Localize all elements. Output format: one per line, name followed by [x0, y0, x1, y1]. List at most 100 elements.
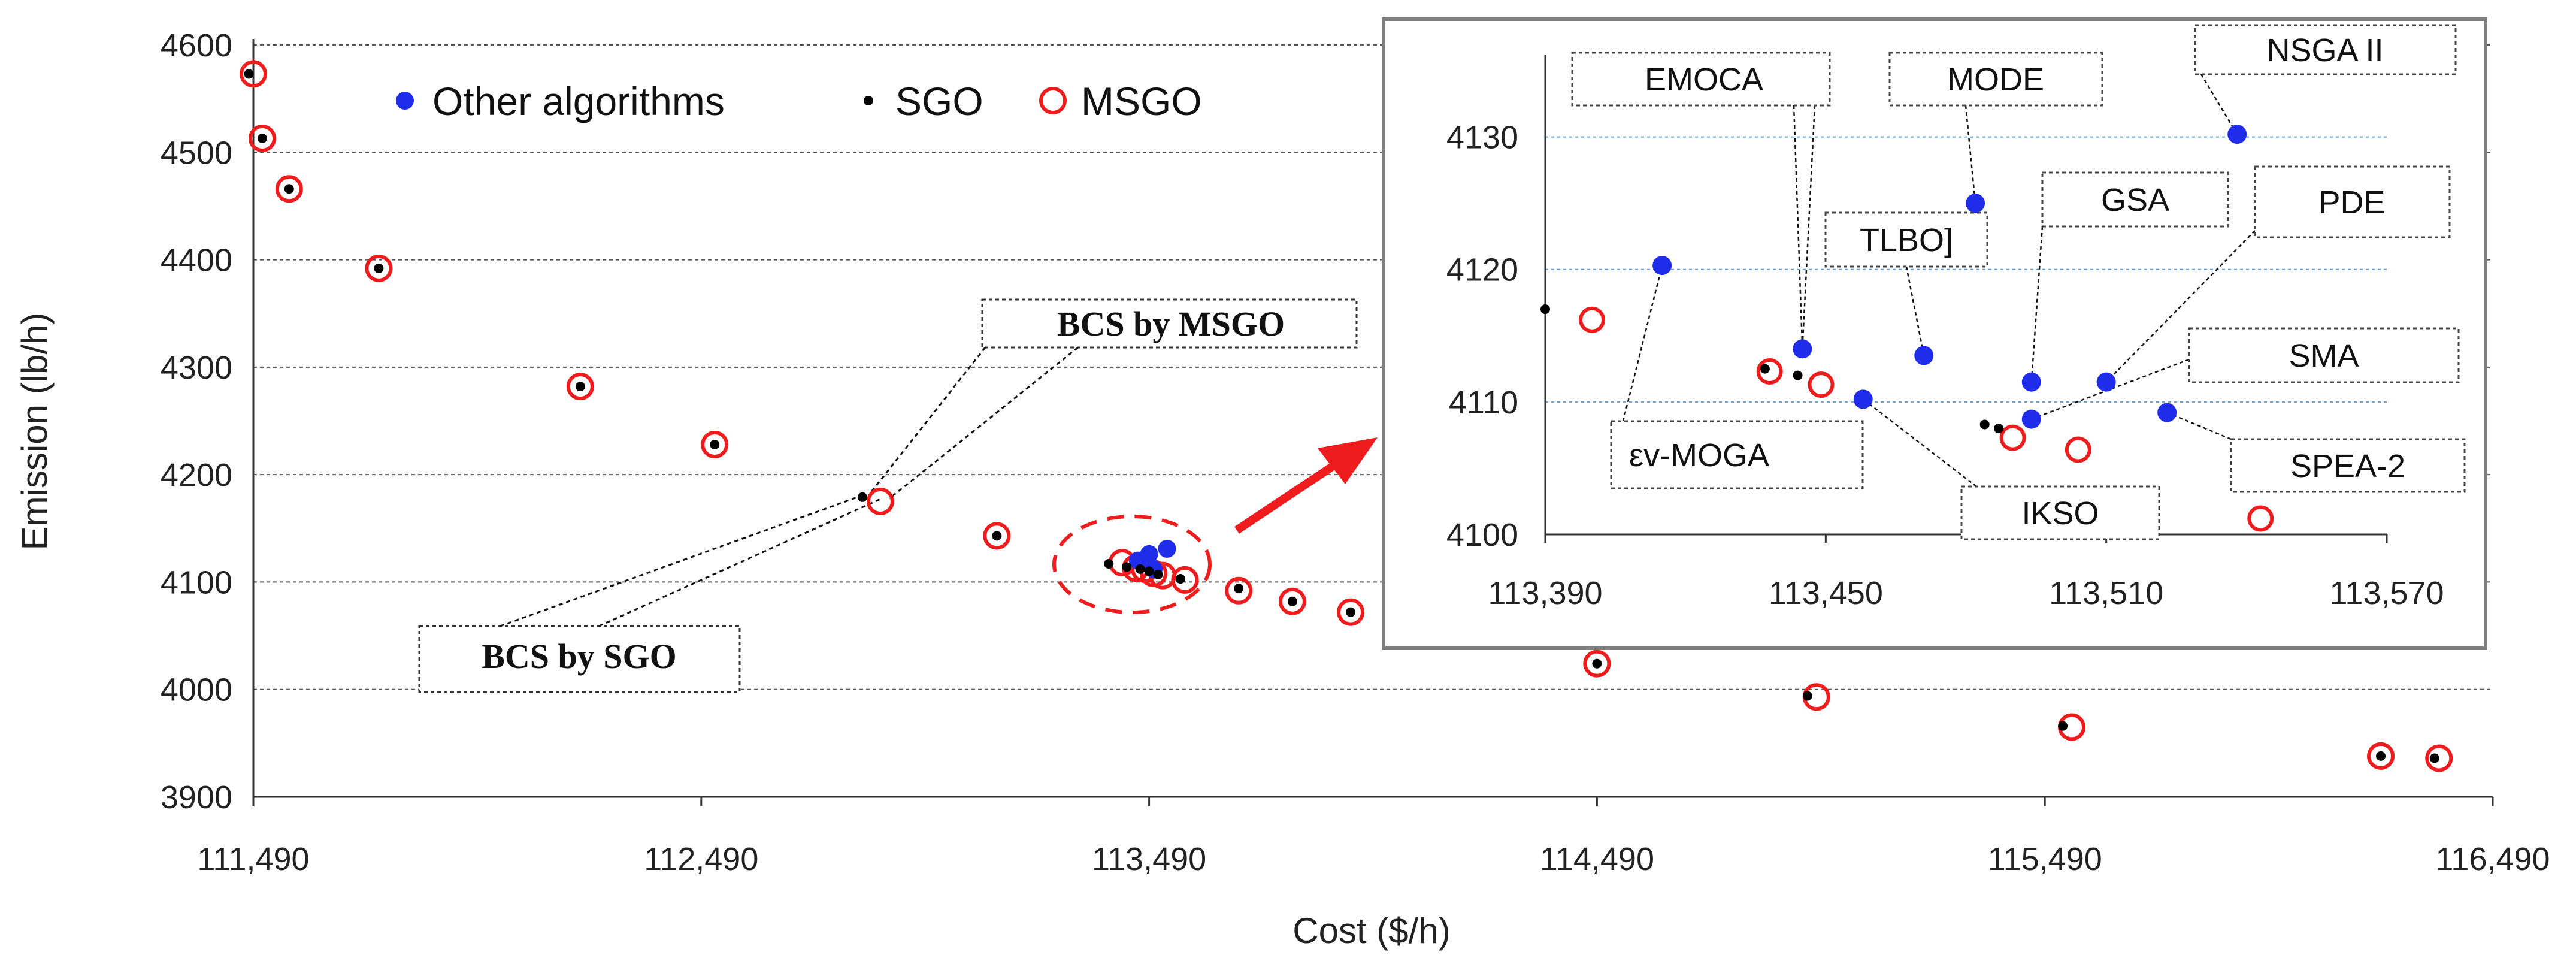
- inset-leader-line: [1863, 398, 1977, 487]
- msgo-point: [1583, 649, 1611, 678]
- inset-algorithm-label: MODE: [1947, 62, 2044, 98]
- inset-algorithm-label: εv-MOGA: [1629, 437, 1769, 473]
- inset-msgo-point: [2065, 436, 2091, 463]
- sgo-point: [1135, 564, 1145, 574]
- inset-sgo-point: [1760, 364, 1770, 374]
- y-tick-label: 4300: [161, 350, 232, 386]
- inset-data-points: [1540, 125, 2274, 532]
- sgo-point: [1234, 584, 1244, 594]
- inset-algorithm-label: PDE: [2318, 185, 2385, 220]
- sgo-point: [257, 133, 267, 143]
- inset-label-box: [1824, 211, 1988, 268]
- y-tick-label: 4000: [161, 672, 232, 708]
- inset-tick-labels: 4130 4120 4110 4100 113,390 113,450 113,510 113…: [1446, 120, 2444, 611]
- bcs-sgo-leader-1: [500, 493, 866, 627]
- inset-label-box: [1888, 52, 2103, 107]
- y-tick-label: 4200: [161, 457, 232, 493]
- main-data-points: [240, 60, 2453, 772]
- y-tick-label: 4100: [161, 564, 232, 600]
- inset-leader-lines: [1622, 74, 2256, 487]
- other-algorithm-point: [1140, 545, 1158, 563]
- inset-leader-line: [1622, 265, 1663, 422]
- inset-leader-line: [2031, 358, 2190, 420]
- msgo-point: [701, 430, 729, 458]
- sgo-point: [2376, 751, 2386, 761]
- inset-other-algorithm-point: [1652, 256, 1672, 276]
- inset-y-tick-label: 4120: [1446, 252, 1518, 288]
- main-tick-labels: 4600 4500 4400 4300 4200 4100 4000 3900 111,490 1…: [161, 28, 2550, 877]
- legend-marker-other: [396, 92, 414, 110]
- sgo-point: [1802, 691, 1812, 701]
- inset-label-box: [2194, 24, 2457, 75]
- msgo-point: [2425, 744, 2453, 772]
- inset-sgo-point: [1979, 419, 1990, 430]
- zoom-arrow-head: [1318, 437, 1378, 484]
- inset-msgo-point: [1756, 358, 1783, 385]
- inset-algorithm-label: NSGA II: [2266, 32, 2383, 68]
- sgo-point: [575, 382, 585, 392]
- bcs-sgo-callout: BCS by SGO: [418, 493, 881, 693]
- msgo-point: [2367, 742, 2395, 770]
- inset-leader-line: [2105, 230, 2256, 383]
- msgo-point: [1225, 576, 1253, 605]
- y-axis-title: Emission (lb/h): [14, 313, 55, 551]
- inset-other-algorithm-point: [2021, 372, 2041, 392]
- msgo-point: [275, 175, 303, 203]
- bcs-sgo-label: BCS by SGO: [482, 637, 677, 676]
- msgo-point: [248, 124, 276, 152]
- y-tick-label: 3900: [161, 779, 232, 815]
- sgo-point: [2058, 721, 2068, 731]
- inset-leader-line: [2166, 412, 2232, 440]
- inset-algorithm-label: IKSO: [2021, 495, 2099, 531]
- inset-other-algorithm-point: [2227, 125, 2247, 144]
- inset-sgo-point: [1793, 370, 1803, 380]
- inset-msgo-point: [1579, 306, 1606, 333]
- inset-algorithm-labels: εv-MOGA EMOCA IKSO TLBO] MODE GSA SMA PDE SPEA-2…: [1571, 24, 2466, 540]
- sgo-point: [244, 69, 254, 79]
- inset-label-box: [1960, 485, 2160, 540]
- sgo-point: [1104, 558, 1114, 569]
- inset-other-algorithm-point: [1793, 339, 1812, 359]
- main-axes: [252, 39, 2494, 806]
- x-tick-label: 114,490: [1540, 841, 1654, 877]
- sgo-point: [284, 184, 294, 194]
- msgo-point: [365, 254, 393, 282]
- inset-gridlines: [1545, 136, 2387, 403]
- sgo-point: [374, 263, 384, 273]
- inset-x-tick-label: 113,570: [2329, 575, 2444, 611]
- sgo-point: [1346, 607, 1356, 617]
- msgo-point: [983, 522, 1011, 550]
- msgo-point: [1171, 566, 1199, 594]
- inset-other-algorithm-point: [2157, 403, 2177, 422]
- bcs-msgo-label: BCS by MSGO: [1057, 304, 1285, 343]
- x-tick-label: 116,490: [2435, 841, 2550, 877]
- legend-label-msgo: MSGO: [1081, 79, 1202, 123]
- inset-other-algorithm-point: [2021, 409, 2041, 429]
- inset-algorithm-label: EMOCA: [1645, 62, 1763, 98]
- legend-marker-msgo: [1039, 87, 1067, 114]
- sgo-point: [1287, 596, 1297, 606]
- sgo-point: [1153, 569, 1163, 579]
- inset-algorithm-label: SMA: [2289, 338, 2359, 374]
- sgo-point: [710, 439, 720, 449]
- x-tick-label: 113,490: [1092, 841, 1206, 877]
- inset-label-box: [1571, 52, 1831, 107]
- zoom-region-ellipse: [1052, 515, 1212, 614]
- inset-other-algorithm-point: [2096, 372, 2116, 392]
- sgo-point: [858, 492, 868, 502]
- inset-other-algorithm-point: [1966, 194, 1985, 213]
- inset-leader-line: [1802, 105, 1816, 349]
- inset-leader-line: [2200, 74, 2238, 135]
- legend-label-sgo: SGO: [895, 79, 983, 123]
- other-algorithm-point: [1158, 539, 1176, 558]
- inset-leader-line: [1793, 105, 1803, 349]
- legend: Other algorithms SGO MSGO: [396, 79, 1202, 123]
- inset-algorithm-label: SPEA-2: [2290, 448, 2405, 484]
- y-tick-label: 4500: [161, 135, 232, 171]
- legend-label-other: Other algorithms: [432, 79, 725, 123]
- x-tick-label: 112,490: [644, 841, 758, 877]
- sgo-point: [1592, 658, 1602, 669]
- legend-marker-sgo: [864, 96, 873, 105]
- inset-msgo-point: [1999, 424, 2026, 451]
